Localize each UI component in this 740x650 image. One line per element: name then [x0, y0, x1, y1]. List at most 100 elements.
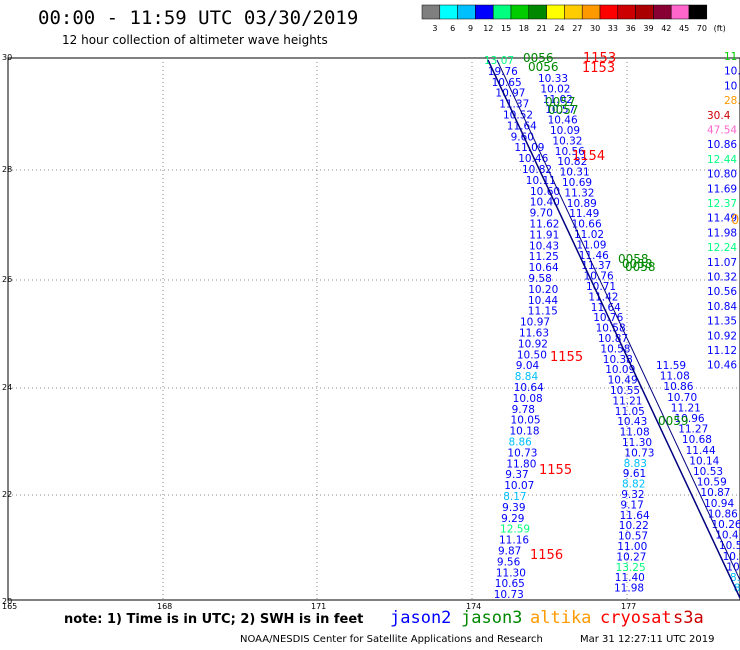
colorbar-tick: (ft)	[714, 24, 726, 33]
colorbar-tick: 27	[572, 24, 582, 33]
legend-s3a: s3a	[673, 608, 704, 628]
colorbar-tick: 39	[643, 24, 653, 33]
wave-height-value: 11.07	[707, 257, 737, 269]
map-subtitle: 12 hour collection of altimeter wave hei…	[62, 33, 328, 47]
wave-height-value: 10.84	[707, 301, 737, 313]
pass-time-label: 0057	[548, 103, 579, 117]
wave-height-value: 10.20	[528, 284, 558, 296]
ground-track-line	[487, 59, 740, 599]
wave-height-value: 9.37	[505, 469, 528, 481]
wave-height-value: 10.32	[707, 272, 737, 284]
colorbar-tick: 45	[679, 24, 689, 33]
wave-height-value: 10.59	[697, 477, 727, 489]
pass-time-label: 0058	[622, 257, 653, 271]
wave-height-value: 10.32	[723, 551, 740, 563]
colorbar-tick: 18	[519, 24, 529, 33]
wave-height-value: 11.98	[707, 227, 737, 239]
colorbar-swatch	[564, 4, 583, 20]
wave-height-value: 10.97	[520, 317, 550, 329]
right-edge-values: 11 10. 10 28. 30.4 47.54 10.86 12.44 10.80 11.69 1…	[707, 51, 740, 372]
colorbar-tick: 6	[450, 24, 455, 33]
wave-height-value: 9.58	[528, 273, 551, 285]
legend-cryosat: cryosat	[600, 608, 672, 628]
wave-height-value: 9.04	[516, 360, 540, 372]
wave-height-value: 9.87	[498, 546, 521, 558]
wave-height-value: 10.53	[693, 466, 723, 478]
wave-height-value: 11.02	[543, 94, 573, 106]
longitude-label: 174	[466, 602, 481, 611]
colorbar-swatch	[546, 4, 565, 20]
wave-height-value: 11.69	[707, 183, 737, 195]
wave-height-value: 10.09	[550, 125, 580, 137]
wave-height-value: 10.65	[492, 77, 522, 89]
track-a-values: 13.0719.7610.6510.9711.3710.5211.649.601…	[484, 55, 560, 601]
colorbar-swatch	[475, 4, 494, 20]
wave-height-value: 10.05	[511, 415, 541, 427]
wave-height-value: 11.08	[620, 427, 650, 439]
wave-height-value: 11.91	[529, 229, 559, 241]
wave-height-value: 11	[724, 51, 737, 63]
wave-height-value: 10.86	[708, 508, 738, 520]
wave-height-value: 13.07	[484, 55, 514, 67]
wave-height-value: 10.02	[540, 83, 570, 95]
wave-height-value: 10.46	[518, 153, 548, 165]
longitude-label: 165	[2, 602, 17, 611]
wave-height-value: 9.39	[502, 502, 525, 514]
wave-height-value: 11.49	[569, 208, 599, 220]
wave-height-value: 9.29	[501, 513, 524, 525]
wave-height-value: 11.42	[588, 291, 618, 303]
wave-height-value: 10.82	[557, 156, 587, 168]
colorbar: 3 6 9 12 15 18 21 24 27 30 33 36 39 42 45 70 (ft)	[421, 4, 726, 33]
colorbar-swatch	[653, 4, 672, 20]
pass-time-label: 0056	[523, 51, 554, 65]
latitude-label: 22	[2, 490, 12, 499]
wave-height-value: 10.32	[552, 135, 582, 147]
wave-height-value: 11.00	[617, 541, 647, 553]
colorbar-swatch	[635, 4, 654, 20]
wave-height-value: 10.60	[530, 186, 560, 198]
wave-height-value: 8.17	[503, 491, 526, 503]
colorbar-tick: 21	[537, 24, 547, 33]
wave-height-value: 11.64	[591, 302, 621, 314]
wave-height-value: 12.44	[707, 154, 737, 166]
colorbar-tick: 3	[432, 24, 437, 33]
wave-height-value: 10.31	[560, 167, 590, 179]
wave-height-value: 11.25	[529, 251, 559, 263]
wave-height-value: 10.40	[530, 197, 560, 209]
wave-height-value: 10.49	[608, 375, 638, 387]
colorbar-swatch	[581, 4, 601, 20]
wave-height-value: 9.32	[621, 489, 644, 501]
wave-height-value: 10.69	[562, 177, 592, 189]
wave-height-value: 10.11	[526, 175, 556, 187]
wave-height-value: 10.56	[555, 146, 585, 158]
wave-height-value: 10.57	[618, 531, 648, 543]
colorbar-tick: 42	[661, 24, 671, 33]
wave-height-value: 11.12	[707, 345, 737, 357]
wave-height-value: 12.24	[707, 242, 737, 254]
wave-height-value: 11.21	[612, 395, 642, 407]
wave-height-value: 11.05	[615, 406, 645, 418]
track-c-values: 11.5911.0810.8610.7011.2110.9611.2710.68…	[487, 59, 740, 599]
pass-time-label: 0057	[545, 95, 576, 109]
wave-height-value: 11.21	[671, 402, 701, 414]
wave-height-value: 11.40	[615, 572, 645, 584]
wave-height-value: 10.58	[596, 323, 626, 335]
wave-height-value: 11.30	[496, 567, 526, 579]
footer-timestamp: Mar 31 12:27:11 UTC 2019	[580, 634, 715, 645]
wave-height-value: 10.86	[707, 139, 737, 151]
colorbar-tick: 70	[697, 24, 707, 33]
legend-altika: altika	[530, 608, 592, 628]
pass-time-label: 0056	[528, 60, 559, 74]
ground-track-line	[496, 59, 740, 581]
wave-height-value: 10.82	[522, 164, 552, 176]
wave-height-value: 11.35	[707, 316, 737, 328]
wave-height-value: 10.56	[707, 286, 737, 298]
legend-jason2: jason2	[390, 608, 452, 628]
wave-height-value: 11.49	[707, 213, 737, 225]
wave-height-value: 10.89	[567, 198, 597, 210]
wave-height-value: 10.80	[707, 169, 737, 181]
wave-height-value: 10.87	[700, 487, 730, 499]
colorbar-tick: 15	[501, 24, 511, 33]
